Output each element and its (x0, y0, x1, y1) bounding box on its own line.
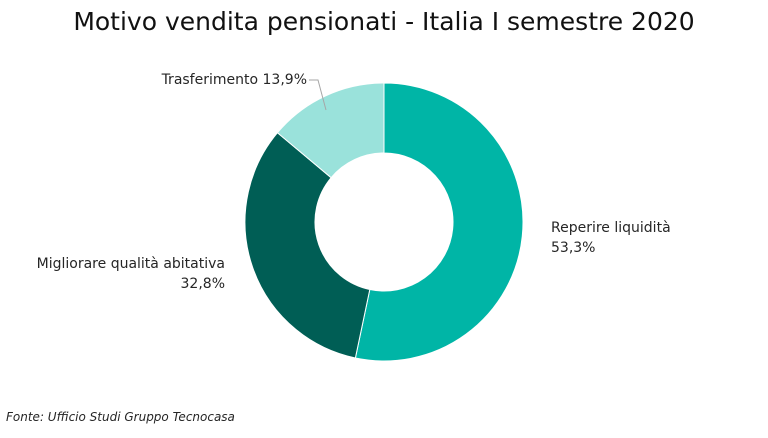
donut-slice-migliorare-qualita-abitativa (244, 132, 371, 359)
slice-value-trasferimento: 13,9% (263, 72, 307, 88)
slice-value-reperire-liquidita: 53,3% (551, 240, 595, 256)
leader-lines (309, 79, 327, 111)
slice-value-migliorare-qualita-abitativa: 32,8% (181, 276, 225, 292)
donut-slice-trasferimento (276, 82, 385, 179)
slice-labels: Reperire liquidità 53,3% Migliorare qualit… (37, 72, 671, 292)
slice-label-migliorare-qualita-abitativa: Migliorare qualità abitativa (37, 256, 225, 272)
slice-label-reperire-liquidita: Reperire liquidità (551, 220, 671, 236)
leader-line-trasferimento (309, 79, 327, 111)
donut-slice-reperire-liquidita (354, 82, 524, 362)
source-note: Fonte: Ufficio Studi Gruppo Tecnocasa (6, 410, 235, 424)
chart-title: Motivo vendita pensionati - Italia I sem… (73, 7, 695, 36)
donut-slices (244, 82, 524, 362)
slice-label-trasferimento: Trasferimento 13,9% (161, 72, 307, 88)
